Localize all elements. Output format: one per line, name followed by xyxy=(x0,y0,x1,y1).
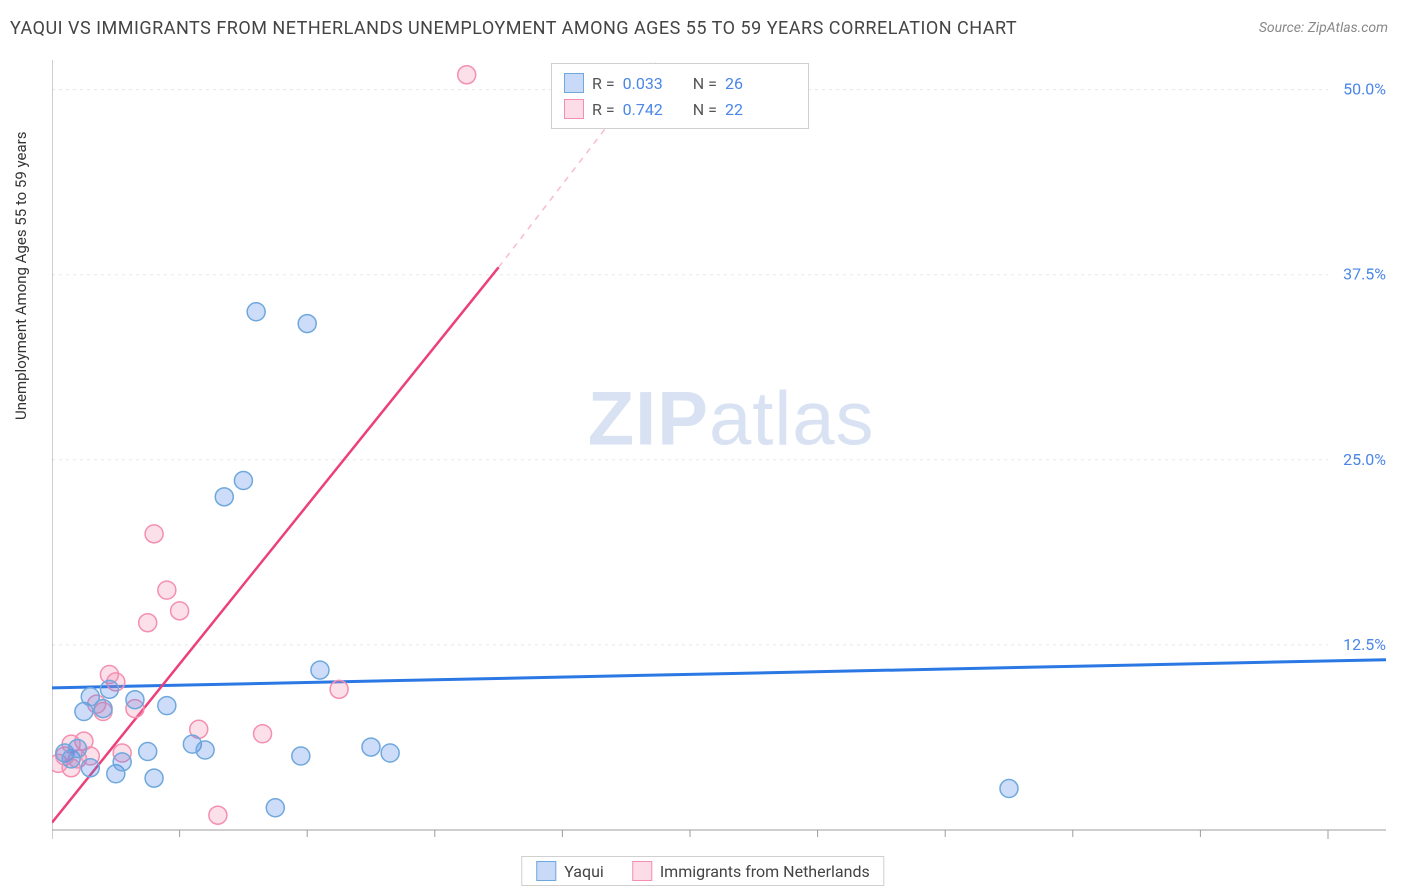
legend-item-pink: Immigrants from Netherlands xyxy=(632,861,870,881)
svg-text:12.5%: 12.5% xyxy=(1343,635,1386,654)
swatch-pink-icon xyxy=(632,861,652,881)
svg-text:25.0%: 25.0% xyxy=(1343,450,1386,469)
n-value-blue: 26 xyxy=(725,74,743,93)
r-label: R = xyxy=(592,100,615,119)
legend-label-pink: Immigrants from Netherlands xyxy=(660,862,870,881)
plot-svg: 12.5% 25.0% 37.5% 50.0% 0.0% 20.0% xyxy=(52,60,1392,846)
svg-text:0.0%: 0.0% xyxy=(52,843,82,846)
r-value-blue: 0.033 xyxy=(623,74,663,93)
legend-stats-row-pink: R = 0.742 N = 22 xyxy=(564,96,796,122)
swatch-blue-icon xyxy=(536,861,556,881)
r-value-pink: 0.742 xyxy=(623,100,663,119)
legend-item-blue: Yaqui xyxy=(536,861,604,881)
svg-text:37.5%: 37.5% xyxy=(1343,265,1386,284)
legend-series: Yaqui Immigrants from Netherlands xyxy=(521,856,884,886)
svg-text:20.0%: 20.0% xyxy=(1341,843,1384,846)
n-label: N = xyxy=(693,74,717,93)
r-label: R = xyxy=(592,74,615,93)
legend-stats-row-blue: R = 0.033 N = 26 xyxy=(564,70,796,96)
swatch-pink-icon xyxy=(564,99,584,119)
y-axis-label: Unemployment Among Ages 55 to 59 years xyxy=(12,132,30,420)
n-label: N = xyxy=(693,100,717,119)
swatch-blue-icon xyxy=(564,73,584,93)
chart-title: YAQUI VS IMMIGRANTS FROM NETHERLANDS UNE… xyxy=(10,18,1017,39)
svg-text:50.0%: 50.0% xyxy=(1343,80,1386,99)
scatter-plot: 12.5% 25.0% 37.5% 50.0% 0.0% 20.0% xyxy=(52,60,1392,846)
legend-label-blue: Yaqui xyxy=(564,862,604,881)
n-value-pink: 22 xyxy=(725,100,743,119)
legend-stats: R = 0.033 N = 26 R = 0.742 N = 22 xyxy=(551,63,809,129)
source-attribution: Source: ZipAtlas.com xyxy=(1259,20,1388,36)
